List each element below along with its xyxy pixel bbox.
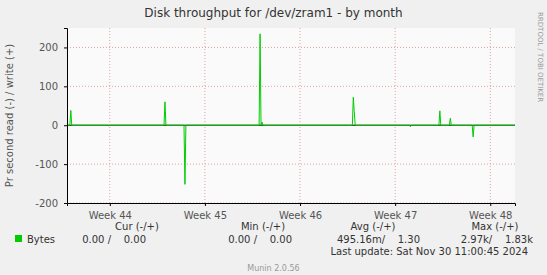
y-axis-title: Pr second read (-) / write (+) xyxy=(4,44,15,187)
y-tick-mark xyxy=(64,47,67,48)
grid-line-x xyxy=(109,28,110,203)
legend-item: Bytes xyxy=(15,234,55,245)
x-tick-label: Week 48 xyxy=(469,210,512,221)
y-tick: 200 xyxy=(39,42,67,53)
annotation: 0.00 / 0.00 xyxy=(228,234,292,245)
grid-line-x xyxy=(300,28,301,203)
grid-line-x xyxy=(490,28,491,203)
marks xyxy=(67,34,515,185)
y-tick-mark xyxy=(64,125,67,126)
y-axis: -200 -100 0 100 200 xyxy=(35,29,67,209)
annotation: Max (-/+) xyxy=(471,221,518,232)
grid-line-y xyxy=(67,164,515,165)
annotation: Avg (-/+) xyxy=(351,221,396,232)
legend-label: Bytes xyxy=(27,234,55,245)
annotation: Munin 2.0.56 xyxy=(247,264,299,273)
x-axis-line xyxy=(68,204,516,207)
y-tick-label: 100 xyxy=(39,81,58,92)
background xyxy=(0,0,547,275)
y-tick-label: -200 xyxy=(35,198,58,209)
y-tick-mark xyxy=(64,86,67,87)
x-tick: Week 45 xyxy=(184,203,227,221)
y-tick-label: -100 xyxy=(35,159,58,170)
grid xyxy=(67,28,515,203)
grid-line-y xyxy=(67,47,515,48)
y-tick: 0 xyxy=(52,120,67,131)
x-tick-label: Week 44 xyxy=(89,210,132,221)
plot-area xyxy=(67,28,515,203)
annotation: 0.00 / 0.00 xyxy=(82,234,146,245)
annotation: 2.97k/ 1.83k xyxy=(461,234,533,245)
x-tick-mark xyxy=(300,203,301,206)
x-tick-mark xyxy=(110,203,111,206)
chart: -200-1000100200Week 44Week 45Week 46Week… xyxy=(0,0,547,275)
grid-line-x xyxy=(395,28,396,203)
x-tick: Week 44 xyxy=(89,203,132,221)
y-tick: -100 xyxy=(35,159,67,170)
x-tick-mark xyxy=(395,203,396,206)
x-tick: Week 48 xyxy=(469,203,512,221)
y-tick-label: 0 xyxy=(52,120,58,131)
annotation: RRDTOOL / TOBI OETIKER xyxy=(536,12,544,102)
series-line xyxy=(67,34,515,185)
y-tick: 100 xyxy=(39,81,67,92)
x-tick-label: Week 47 xyxy=(374,210,417,221)
grid-line-y xyxy=(67,86,515,87)
grid-line-x xyxy=(204,28,205,203)
annotation: 495.16m/ 1.30 xyxy=(337,234,420,245)
x-tick-label: Week 45 xyxy=(184,210,227,221)
title: Disk throughput for /dev/zram1 - by mont… xyxy=(144,6,402,20)
y-tick-mark xyxy=(64,203,67,204)
annotation: Cur (-/+) xyxy=(115,221,159,232)
x-tick: Week 47 xyxy=(374,203,417,221)
annotation: Min (-/+) xyxy=(241,221,285,232)
y-tick-label: 200 xyxy=(39,42,58,53)
y-tick: -200 xyxy=(35,198,67,209)
x-tick: Week 46 xyxy=(279,203,322,221)
y-axis-line xyxy=(64,29,68,204)
annotation: Last update: Sat Nov 30 11:00:45 2024 xyxy=(330,246,528,257)
legend-swatch xyxy=(15,235,22,242)
x-tick-label: Week 46 xyxy=(279,210,322,221)
x-tick-mark xyxy=(205,203,206,206)
y-tick-mark xyxy=(64,164,67,165)
x-axis: Week 44 Week 45 Week 46 Week 47 Week 48 xyxy=(68,203,516,221)
x-tick-mark xyxy=(490,203,491,206)
